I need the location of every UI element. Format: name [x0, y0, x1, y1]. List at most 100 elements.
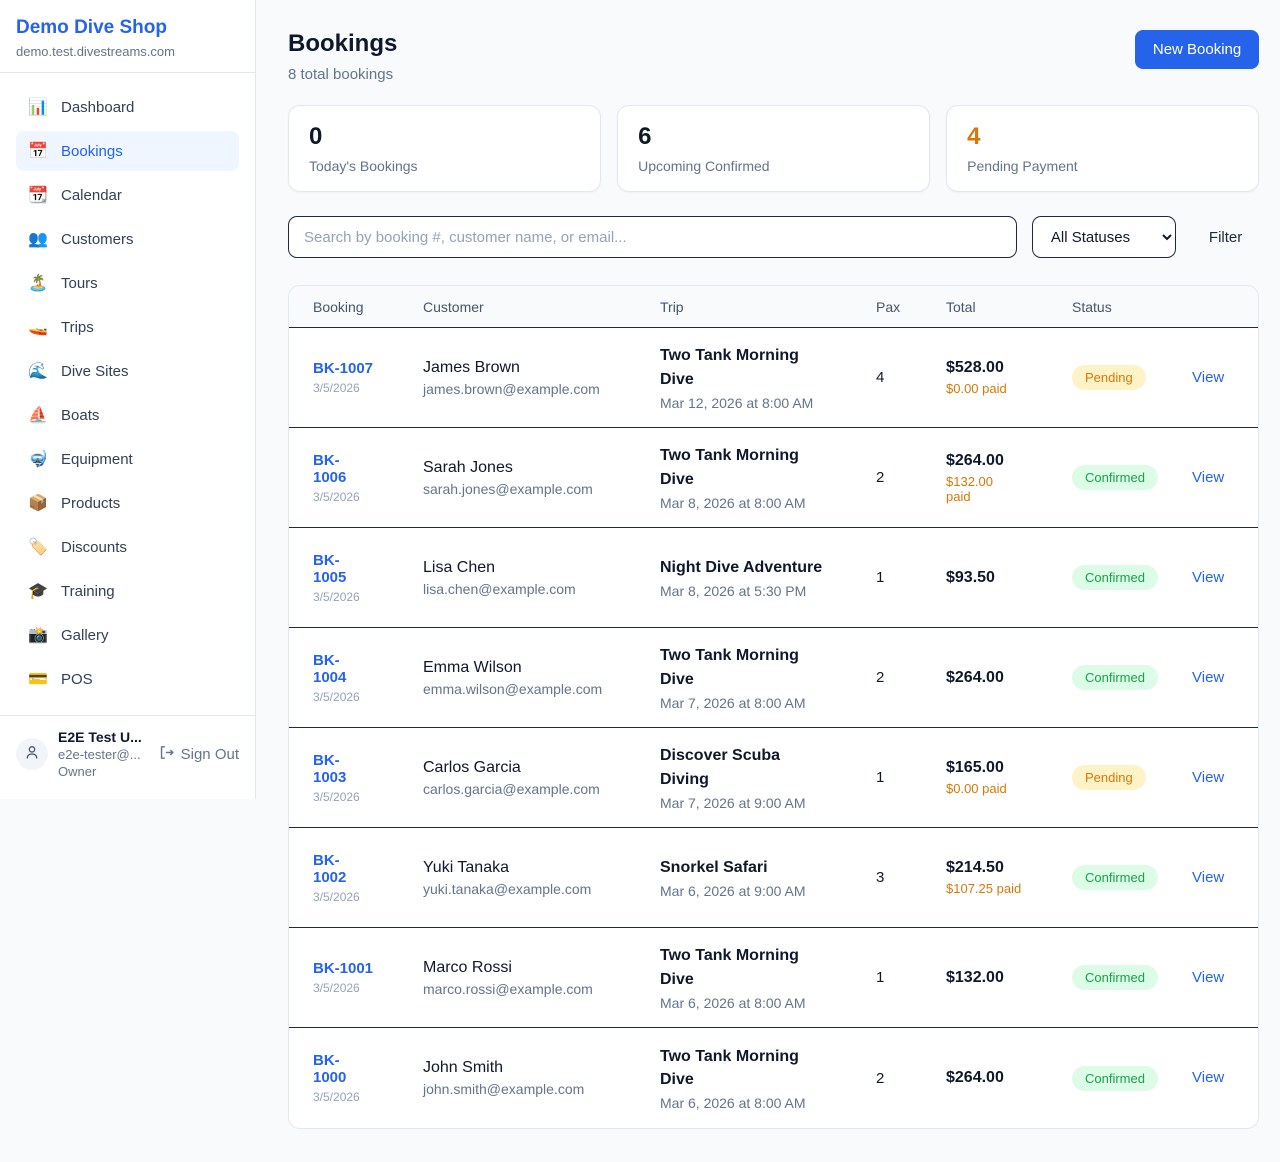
- table-row: BK- 1005 3/5/2026 Lisa Chen lisa.chen@ex…: [289, 528, 1259, 628]
- view-link[interactable]: View: [1192, 968, 1225, 986]
- sidebar-item-boats[interactable]: ⛵ Boats: [16, 395, 239, 435]
- user-info: E2E Test U... e2e-tester@... Owner: [58, 729, 142, 779]
- booking-date: 3/5/2026: [313, 689, 360, 704]
- sidebar-item-customers[interactable]: 👥 Customers: [16, 219, 239, 259]
- pax-count: 2: [876, 1069, 885, 1087]
- booking-number-link[interactable]: BK-1007: [313, 360, 374, 377]
- calendar-icon: 📆: [28, 187, 48, 204]
- trips-icon: 🚤: [28, 319, 48, 336]
- total-amount: $264.00: [946, 668, 1004, 686]
- booking-number-link[interactable]: BK- 1005: [313, 551, 347, 586]
- view-link[interactable]: View: [1192, 668, 1225, 686]
- view-link[interactable]: View: [1192, 768, 1225, 786]
- sidebar-item-discounts[interactable]: 🏷️ Discounts: [16, 527, 239, 567]
- dive-sites-icon: 🌊: [28, 363, 48, 380]
- new-booking-button[interactable]: New Booking: [1134, 30, 1260, 69]
- sidebar-item-dive-sites[interactable]: 🌊 Dive Sites: [16, 351, 239, 391]
- trip-name: Two Tank Morning Dive: [660, 647, 799, 688]
- products-icon: 📦: [28, 495, 48, 512]
- filter-button[interactable]: Filter: [1192, 219, 1259, 256]
- table-body: BK-1007 3/5/2026 James Brown james.brown…: [289, 328, 1259, 1128]
- sidebar-item-label: Calendar: [61, 186, 122, 204]
- user-icon: [24, 744, 40, 765]
- customer-name: Yuki Tanaka: [423, 858, 509, 876]
- sidebar-item-label: Bookings: [61, 142, 123, 160]
- dashboard-icon: 📊: [28, 99, 48, 116]
- customer-name: Lisa Chen: [423, 558, 496, 576]
- booking-date: 3/5/2026: [313, 789, 360, 804]
- trip-name: Two Tank Morning Dive: [660, 347, 799, 388]
- bookings-table: Booking Customer Trip Pax Total Status BK-100…: [288, 285, 1260, 1129]
- sidebar-item-tours[interactable]: 🏝️ Tours: [16, 263, 239, 303]
- view-link[interactable]: View: [1192, 1069, 1225, 1086]
- sidebar-item-label: Products: [61, 494, 121, 512]
- sidebar-item-equipment[interactable]: 🤿 Equipment: [16, 439, 239, 479]
- status-filter-select[interactable]: All Statuses: [1031, 216, 1176, 258]
- trip-datetime: Mar 8, 2026 at 8:00 AM: [660, 494, 806, 511]
- trip-name: Two Tank Morning Dive: [660, 947, 799, 988]
- status-badge: Confirmed: [1072, 865, 1158, 890]
- status-badge: Pending: [1072, 365, 1146, 390]
- view-link[interactable]: View: [1192, 568, 1225, 586]
- booking-number-link[interactable]: BK- 1002: [313, 851, 347, 886]
- booking-number-link[interactable]: BK- 1003: [313, 751, 347, 786]
- customer-email: lisa.chen@example.com: [423, 580, 576, 597]
- sidebar-item-bookings[interactable]: 📅 Bookings: [16, 131, 239, 171]
- booking-date: 3/5/2026: [313, 589, 360, 604]
- gallery-icon: 📸: [28, 627, 48, 644]
- booking-date: 3/5/2026: [313, 489, 360, 504]
- booking-number-link[interactable]: BK- 1004: [313, 651, 347, 686]
- tours-icon: 🏝️: [28, 275, 48, 292]
- sidebar-item-dashboard[interactable]: 📊 Dashboard: [16, 87, 239, 127]
- sidebar-item-calendar[interactable]: 📆 Calendar: [16, 175, 239, 215]
- status-badge: Confirmed: [1072, 665, 1158, 690]
- sign-out-icon: [158, 744, 175, 765]
- sidebar-item-pos[interactable]: 💳 POS: [16, 659, 239, 699]
- table-row: BK-1001 3/5/2026 Marco Rossi marco.rossi…: [289, 928, 1259, 1028]
- customer-email: marco.rossi@example.com: [423, 980, 593, 997]
- booking-number-link[interactable]: BK- 1000: [313, 1052, 347, 1086]
- view-link[interactable]: View: [1192, 868, 1225, 886]
- column-header-trip: Trip: [660, 298, 684, 315]
- column-header-total: Total: [946, 298, 976, 315]
- pax-count: 1: [876, 569, 885, 586]
- user-footer: E2E Test U... e2e-tester@... Owner Sign …: [0, 715, 255, 799]
- booking-number-link[interactable]: BK-1001: [313, 960, 374, 977]
- booking-number-link[interactable]: BK- 1006: [313, 451, 347, 486]
- booking-date: 3/5/2026: [313, 381, 360, 395]
- status-badge: Confirmed: [1072, 965, 1158, 990]
- customer-name: John Smith: [423, 1059, 504, 1076]
- brand-header: Demo Dive Shop demo.test.divestreams.com: [0, 0, 255, 73]
- view-link[interactable]: View: [1192, 468, 1225, 486]
- pax-count: 1: [876, 969, 885, 986]
- paid-amount: $132.00 paid: [946, 473, 993, 504]
- sidebar-item-trips[interactable]: 🚤 Trips: [16, 307, 239, 347]
- page-title: Bookings: [288, 30, 398, 57]
- total-amount: $165.00: [946, 759, 1004, 776]
- sidebar-item-label: Boats: [61, 406, 100, 424]
- stat-value: 4: [967, 123, 981, 150]
- sidebar-item-gallery[interactable]: 📸 Gallery: [16, 615, 239, 655]
- sidebar-item-label: Trips: [61, 318, 94, 336]
- trip-datetime: Mar 6, 2026 at 8:00 AM: [660, 994, 806, 1011]
- customers-icon: 👥: [28, 231, 48, 248]
- sidebar: Demo Dive Shop demo.test.divestreams.com…: [0, 0, 256, 799]
- trip-datetime: Mar 7, 2026 at 8:00 AM: [660, 694, 806, 711]
- table-row: BK- 1000 3/5/2026 John Smith john.smith@…: [289, 1028, 1258, 1128]
- paid-amount: $107.25 paid: [946, 881, 1022, 896]
- stat-value: 0: [309, 123, 323, 150]
- pax-count: 1: [876, 769, 885, 786]
- page-header: Bookings 8 total bookings New Booking: [288, 30, 1260, 83]
- paid-amount: $0.00 paid: [946, 381, 1007, 396]
- avatar: [16, 738, 48, 770]
- sidebar-item-training[interactable]: 🎓 Training: [16, 571, 239, 611]
- trip-datetime: Mar 6, 2026 at 8:00 AM: [660, 1095, 806, 1112]
- table-row: BK- 1002 3/5/2026 Yuki Tanaka yuki.tanak…: [289, 828, 1259, 928]
- sidebar-item-products[interactable]: 📦 Products: [16, 483, 239, 523]
- trip-name: Snorkel Safari: [660, 858, 768, 876]
- stat-label: Upcoming Confirmed: [638, 158, 770, 174]
- search-input[interactable]: [288, 216, 1017, 258]
- total-amount: $264.00: [946, 1069, 1004, 1086]
- view-link[interactable]: View: [1192, 368, 1225, 386]
- sign-out-button[interactable]: Sign Out: [158, 744, 239, 765]
